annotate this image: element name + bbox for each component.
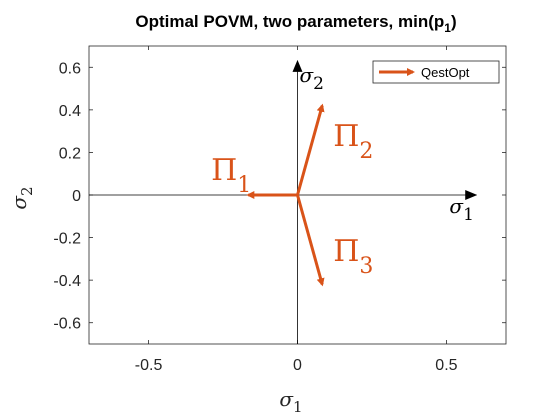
y-tick-label: 0.6 — [59, 60, 81, 77]
legend-box — [372, 60, 500, 84]
annotation-pi-2-subscript: 2 — [359, 139, 373, 164]
annotation-pi-1-symbol: Π — [211, 153, 237, 188]
x-axis-label-subscript: 1 — [293, 398, 303, 416]
annotation-pi-1-subscript: 1 — [237, 173, 251, 198]
chart-title-subscript: 1 — [444, 21, 451, 35]
y-tick-label: 0.2 — [59, 145, 81, 162]
annotation-pi-1: Π1 — [211, 153, 251, 198]
y-tick-label: -0.2 — [53, 231, 81, 248]
chart-title-main: Optimal POVM, two parameters, min(p — [135, 12, 444, 31]
vector-2 — [296, 103, 325, 196]
legend: QestOpt — [372, 60, 500, 84]
y-tick-label: 0.4 — [59, 103, 81, 120]
inner-y-axis-label-subscript: 2 — [313, 74, 324, 94]
y-axis-label: σ2 — [7, 186, 36, 209]
legend-entry-qestopt: QestOpt — [421, 65, 470, 80]
y-tick-label: -0.6 — [53, 316, 81, 333]
y-tick-label: -0.4 — [53, 273, 81, 290]
y-tick-label: 0 — [72, 188, 81, 205]
chart-title-close: ) — [451, 12, 457, 31]
vectors — [246, 103, 325, 287]
y-axis-label-symbol: σ — [7, 195, 31, 210]
x-axis-label: σ1 — [279, 387, 302, 416]
annotation-pi-2-symbol: Π — [333, 119, 359, 154]
chart-title: Optimal POVM, two parameters, min(p1) — [135, 12, 456, 35]
inner-y-axis-label: σ2 — [300, 63, 324, 94]
y-axis-label-subscript: 2 — [18, 186, 36, 196]
annotation-pi-2: Π2 — [333, 119, 373, 164]
x-axis-label-symbol: σ — [279, 387, 294, 411]
inner-x-axis-label-subscript: 1 — [463, 205, 474, 225]
inner-x-axis-label-symbol: σ — [449, 194, 464, 218]
inner-x-axis-label: σ1 — [449, 194, 473, 225]
vector-3 — [296, 194, 325, 287]
inner-y-axis-label-symbol: σ — [300, 63, 315, 87]
x-tick-label: -0.5 — [135, 357, 163, 374]
x-tick-label: 0.5 — [435, 357, 457, 374]
x-tick-label: 0 — [293, 357, 302, 374]
ticks: -0.5 0 0.5 -0.6 -0.4 -0.2 0 0.2 0.4 0.6 — [53, 46, 506, 374]
annotation-pi-3: Π3 — [333, 234, 373, 279]
annotation-pi-3-symbol: Π — [333, 234, 359, 269]
annotation-pi-3-subscript: 3 — [359, 254, 373, 279]
